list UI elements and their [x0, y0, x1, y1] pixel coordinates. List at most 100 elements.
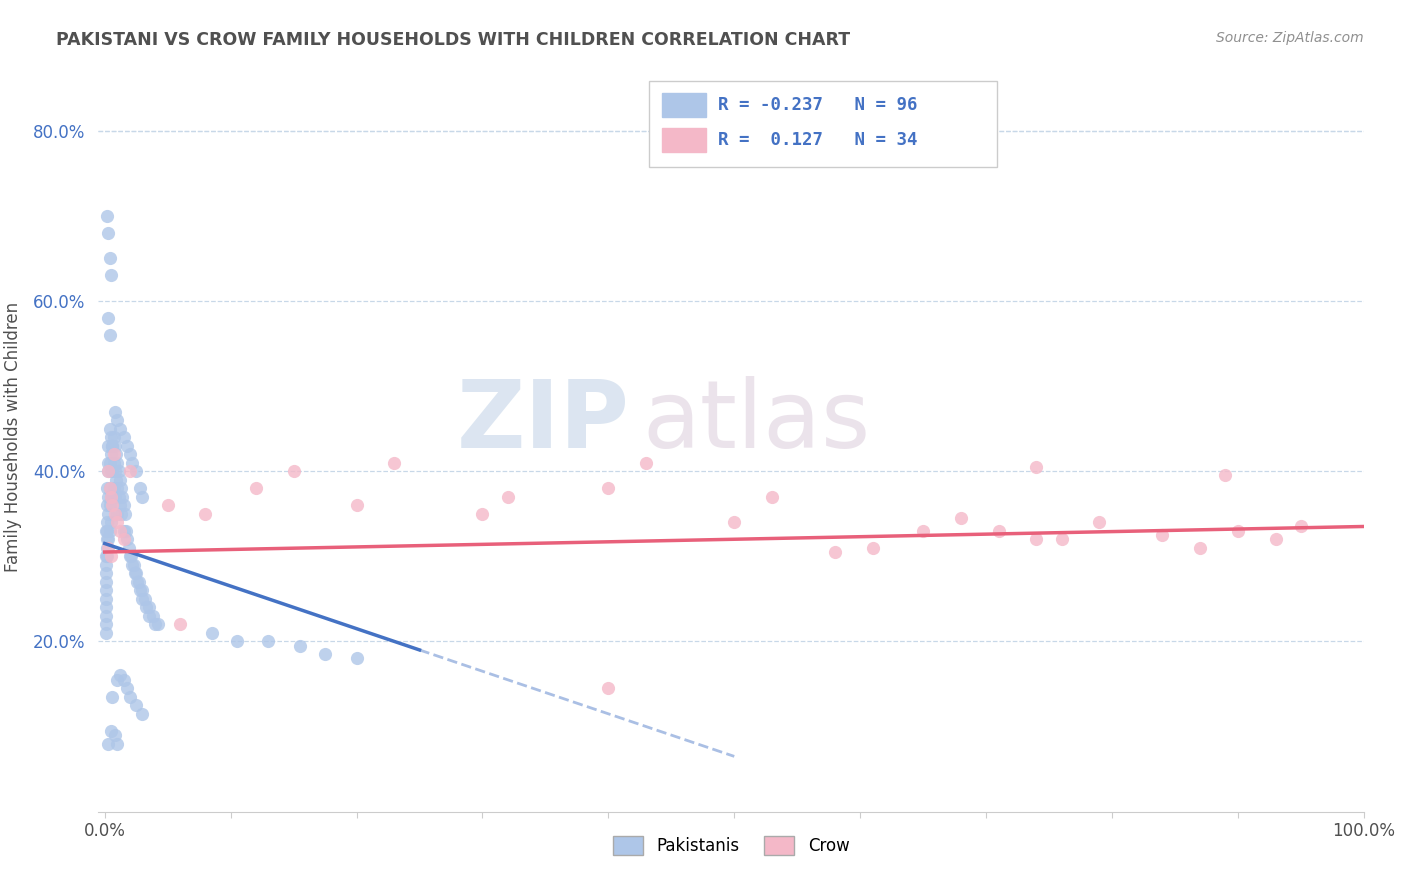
Point: [104, 507, 127, 521]
Point: [471, 507, 494, 521]
Point: [121, 558, 143, 572]
Bar: [661, 128, 706, 153]
Point: [131, 583, 153, 598]
Point: [98, 481, 121, 495]
Point: [104, 490, 127, 504]
Point: [104, 728, 127, 742]
Point: [105, 413, 128, 427]
Point: [97, 541, 120, 555]
Point: [98, 498, 121, 512]
Point: [135, 600, 157, 615]
Point: [112, 533, 135, 547]
Point: [110, 507, 132, 521]
Point: [101, 490, 124, 504]
Point: [105, 507, 128, 521]
Point: [96, 541, 118, 555]
Point: [98, 421, 121, 435]
Point: [949, 511, 972, 525]
Point: [131, 706, 153, 721]
Point: [117, 439, 139, 453]
Point: [598, 481, 620, 495]
Point: [122, 558, 145, 572]
Point: [107, 464, 129, 478]
Point: [105, 456, 128, 470]
Point: [100, 268, 122, 283]
Point: [636, 456, 658, 470]
Point: [118, 690, 141, 704]
Point: [105, 515, 128, 529]
Point: [94, 600, 117, 615]
Point: [124, 566, 146, 581]
Point: [598, 681, 620, 696]
Point: [97, 464, 120, 478]
Point: [100, 464, 122, 478]
Point: [115, 524, 138, 538]
Point: [105, 481, 128, 495]
Point: [117, 533, 139, 547]
Point: [101, 439, 124, 453]
Point: [912, 524, 935, 538]
Point: [97, 226, 120, 240]
Text: atlas: atlas: [643, 376, 870, 468]
Point: [103, 456, 125, 470]
Point: [143, 617, 166, 632]
Point: [114, 507, 136, 521]
Point: [103, 481, 125, 495]
Point: [96, 524, 118, 538]
Point: [127, 574, 149, 589]
Point: [120, 549, 142, 564]
Point: [97, 464, 120, 478]
Point: [382, 456, 405, 470]
Point: [117, 541, 139, 555]
Point: [97, 737, 120, 751]
Point: [94, 591, 117, 606]
Point: [105, 473, 128, 487]
Point: [496, 490, 519, 504]
Point: [862, 541, 884, 555]
Point: [97, 507, 120, 521]
Point: [257, 634, 280, 648]
Point: [1289, 519, 1312, 533]
Point: [94, 549, 117, 564]
Point: [112, 430, 135, 444]
Point: [156, 498, 179, 512]
Point: [226, 634, 249, 648]
Point: [121, 456, 143, 470]
Point: [118, 464, 141, 478]
Point: [94, 566, 117, 581]
Point: [1025, 459, 1047, 474]
Point: [125, 698, 148, 713]
Point: [100, 515, 122, 529]
Point: [134, 591, 156, 606]
Point: [98, 456, 121, 470]
Point: [117, 681, 139, 696]
Point: [129, 583, 152, 598]
Point: [987, 524, 1010, 538]
Point: [108, 524, 131, 538]
Point: [112, 673, 135, 687]
Point: [288, 639, 311, 653]
Point: [94, 617, 117, 632]
Point: [110, 481, 132, 495]
Point: [105, 737, 128, 751]
Point: [96, 481, 118, 495]
Point: [111, 490, 134, 504]
Point: [142, 608, 165, 623]
Point: [94, 608, 117, 623]
Point: [100, 490, 122, 504]
Point: [97, 533, 120, 547]
Point: [1189, 541, 1212, 555]
Point: [98, 252, 121, 266]
Point: [96, 549, 118, 564]
Point: [97, 490, 120, 504]
Point: [104, 439, 127, 453]
Point: [346, 498, 368, 512]
Point: [96, 515, 118, 529]
Legend: Pakistanis, Crow: Pakistanis, Crow: [605, 828, 858, 863]
Point: [98, 327, 121, 342]
Bar: [648, 81, 997, 168]
Point: [1264, 533, 1286, 547]
Point: [96, 209, 118, 223]
Text: R =  0.127   N = 34: R = 0.127 N = 34: [718, 131, 918, 149]
Point: [169, 617, 191, 632]
